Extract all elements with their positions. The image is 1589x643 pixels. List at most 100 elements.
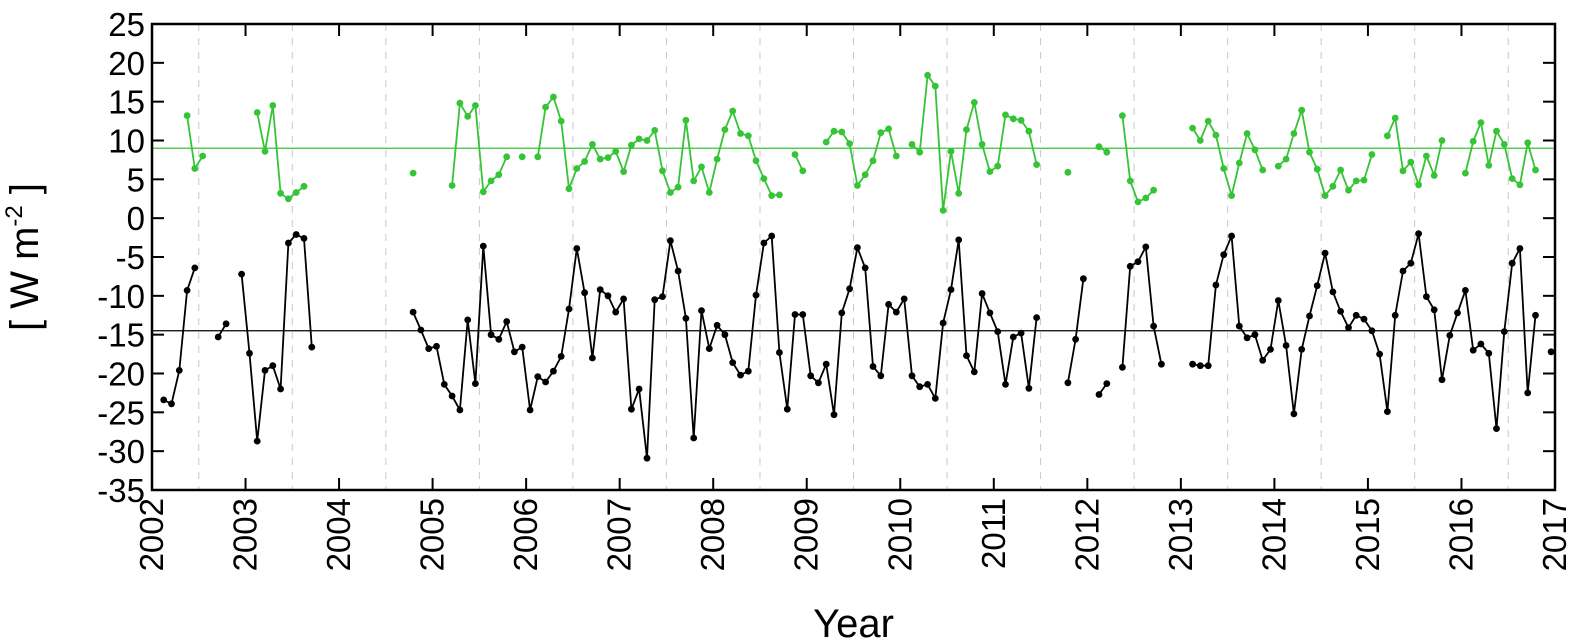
data-point	[916, 148, 924, 156]
data-point	[698, 307, 705, 314]
data-point	[1423, 293, 1430, 300]
data-point	[854, 182, 861, 189]
data-point	[1290, 410, 1298, 418]
data-point	[791, 311, 799, 318]
data-point	[1095, 143, 1103, 151]
data-point	[916, 383, 924, 391]
data-point	[846, 140, 853, 148]
data-point	[1399, 267, 1407, 275]
data-point	[246, 349, 253, 357]
data-point	[1384, 132, 1391, 140]
data-point	[526, 406, 534, 414]
data-point	[191, 165, 199, 172]
data-point	[409, 308, 417, 316]
data-point	[955, 236, 963, 244]
data-point	[1516, 245, 1524, 252]
data-series	[160, 71, 1555, 462]
series-line	[1121, 115, 1155, 204]
data-point	[752, 157, 760, 165]
data-point	[534, 153, 542, 161]
data-point	[1438, 137, 1446, 144]
data-point	[1500, 328, 1508, 335]
data-point	[713, 155, 721, 163]
data-point	[1228, 232, 1235, 240]
data-point	[534, 373, 542, 380]
y-axis-title-main: [ W m	[3, 227, 47, 331]
data-point	[1150, 186, 1157, 194]
data-point	[1134, 258, 1142, 266]
x-tick-labels: 2002 2003 2004 2005 2006 2007 2008 2009 2010 2011…	[133, 498, 1573, 571]
x-tick-label: 2002	[133, 498, 170, 571]
data-point	[815, 379, 822, 387]
data-point	[1329, 288, 1337, 296]
data-point	[409, 169, 417, 177]
data-point	[1493, 127, 1500, 135]
data-point	[542, 103, 549, 111]
data-point	[846, 285, 853, 293]
data-point	[1391, 311, 1399, 319]
data-point	[1407, 158, 1415, 166]
data-point	[994, 162, 1002, 170]
x-tick-label: 2011	[975, 498, 1012, 569]
data-point	[472, 380, 479, 387]
data-point	[970, 99, 978, 106]
data-point	[1532, 311, 1539, 319]
data-point	[635, 135, 643, 143]
data-point	[830, 127, 838, 135]
data-point	[768, 232, 776, 240]
data-point	[628, 141, 635, 149]
y-axis-title-superscript: -2	[1, 205, 28, 226]
data-point	[729, 359, 737, 366]
data-point	[1430, 306, 1438, 314]
x-tick-label: 2010	[881, 498, 918, 571]
data-point	[776, 349, 783, 356]
data-point	[1360, 176, 1368, 184]
data-point	[612, 308, 620, 316]
series-line	[1464, 119, 1537, 187]
data-point	[1243, 334, 1251, 342]
data-point	[1259, 166, 1267, 174]
data-point	[417, 326, 425, 334]
data-point	[947, 148, 955, 155]
data-point	[1352, 311, 1360, 319]
data-point	[1360, 315, 1368, 323]
data-point	[939, 319, 947, 327]
data-point	[698, 163, 705, 171]
data-point	[565, 185, 573, 193]
data-point	[285, 239, 292, 247]
data-point	[542, 378, 549, 386]
data-point	[479, 188, 487, 196]
data-point	[292, 231, 300, 238]
data-point	[682, 315, 690, 322]
data-point	[456, 99, 464, 107]
data-point	[1142, 194, 1150, 202]
data-point	[1009, 333, 1017, 341]
data-point	[1321, 249, 1329, 257]
data-point	[1313, 282, 1321, 290]
data-point	[1500, 141, 1508, 148]
data-point	[1477, 340, 1485, 348]
data-point	[487, 331, 495, 339]
data-point	[885, 301, 892, 308]
x-tick-label: 2014	[1255, 498, 1292, 571]
data-point	[674, 267, 682, 275]
data-point	[1150, 322, 1157, 330]
data-point	[955, 189, 963, 197]
data-point	[822, 138, 830, 146]
y-tick-label: -20	[97, 356, 145, 393]
series-line	[1121, 243, 1163, 368]
x-tick-label: 2009	[788, 498, 825, 571]
data-point	[1274, 297, 1282, 304]
data-point	[518, 153, 526, 161]
data-point	[643, 454, 651, 462]
data-point	[892, 152, 900, 160]
data-point	[908, 141, 916, 148]
y-tick-label: -35	[97, 472, 145, 509]
data-point	[1126, 177, 1134, 185]
data-point	[900, 295, 908, 303]
series-green	[183, 71, 1539, 214]
data-point	[1337, 166, 1344, 174]
data-point	[1282, 342, 1290, 349]
data-point	[285, 195, 292, 203]
